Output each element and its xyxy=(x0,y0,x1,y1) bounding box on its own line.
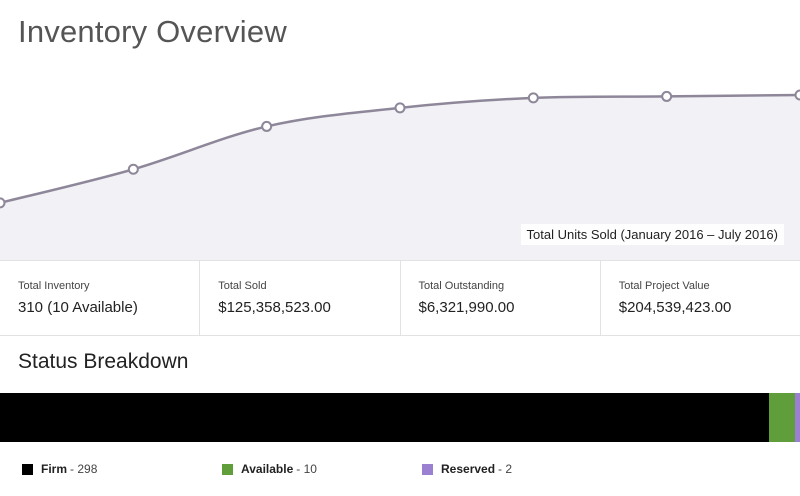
stat-label: Total Project Value xyxy=(618,280,710,292)
stat-total-sold: Total Sold $125,358,523.00 xyxy=(200,261,401,335)
stat-label: Total Sold xyxy=(218,280,267,292)
legend-label: Firm xyxy=(41,462,68,476)
chart-point-5[interactable] xyxy=(661,90,673,102)
legend-swatch xyxy=(222,463,233,475)
legend-label: Available xyxy=(241,462,294,476)
legend-count: - 10 xyxy=(296,462,317,476)
legend-swatch xyxy=(22,463,33,475)
stat-value: $125,358,523.00 xyxy=(218,299,331,316)
stat-value: 310 (10 Available) xyxy=(18,299,138,316)
chart-point-0[interactable] xyxy=(0,197,6,209)
status-breakdown-bar xyxy=(0,393,800,442)
stat-total-project-value: Total Project Value $204,539,423.00 xyxy=(601,261,800,335)
page-title: Inventory Overview xyxy=(18,14,287,49)
legend-item-available: Available - 10 xyxy=(222,462,422,476)
legend-item-reserved: Reserved - 2 xyxy=(422,462,622,476)
stat-total-inventory: Total Inventory 310 (10 Available) xyxy=(0,261,201,335)
chart-point-6[interactable] xyxy=(794,89,800,101)
chart-caption: Total Units Sold (January 2016 – July 20… xyxy=(520,224,784,245)
chart-point-3[interactable] xyxy=(394,102,406,114)
status-segment-available[interactable] xyxy=(769,393,795,442)
legend-count: - 2 xyxy=(498,462,513,476)
status-segment-reserved[interactable] xyxy=(794,393,800,442)
stat-label: Total Outstanding xyxy=(418,280,505,292)
legend-count: - 298 xyxy=(70,462,98,476)
stat-total-outstanding: Total Outstanding $6,321,990.00 xyxy=(401,261,601,335)
stat-label: Total Inventory xyxy=(18,280,90,292)
chart-point-1[interactable] xyxy=(127,163,139,175)
status-segment-firm[interactable] xyxy=(0,393,770,442)
stats-row: Total Inventory 310 (10 Available) Total… xyxy=(0,260,800,336)
legend-item-firm: Firm - 298 xyxy=(22,462,222,476)
stat-value: $204,539,423.00 xyxy=(618,299,732,316)
status-legend: Firm - 298 Available - 10 Reserved - 2 xyxy=(22,462,622,476)
legend-label: Reserved xyxy=(441,462,496,476)
legend-swatch xyxy=(422,463,433,475)
status-breakdown-title: Status Breakdown xyxy=(18,350,189,373)
stat-value: $6,321,990.00 xyxy=(418,299,515,316)
chart-svg xyxy=(0,89,800,260)
chart-point-4[interactable] xyxy=(527,92,539,104)
chart-area xyxy=(0,95,800,260)
units-sold-chart: Total Units Sold (January 2016 – July 20… xyxy=(0,60,800,260)
chart-point-2[interactable] xyxy=(261,120,273,132)
